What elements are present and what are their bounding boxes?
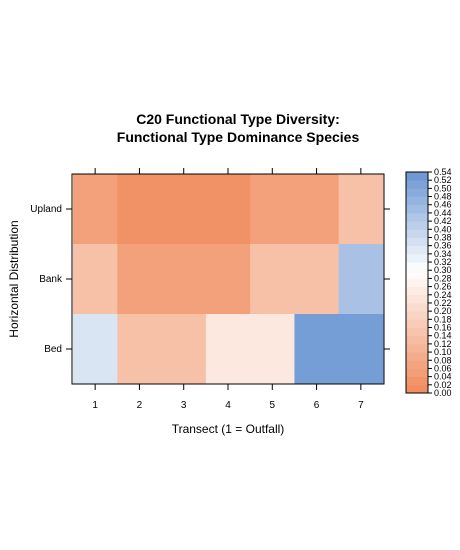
heatmap-cell-bank-1 <box>73 244 118 314</box>
colorbar-segment <box>406 278 428 287</box>
colorbar-segment <box>406 336 428 345</box>
heatmap-cell-bed-2 <box>117 314 162 384</box>
x-tick-label: 3 <box>181 400 187 411</box>
colorbar-segment <box>406 188 428 197</box>
colorbar-segment <box>406 205 428 214</box>
heatmap-cell-bed-7 <box>339 314 384 384</box>
colorbar-segment <box>406 377 428 386</box>
heatmap-cell-bank-3 <box>162 244 207 314</box>
x-tick-label: 4 <box>225 400 231 411</box>
x-tick-label: 5 <box>270 400 276 411</box>
heatmap-cell-upland-3 <box>162 174 207 244</box>
colorbar-segment <box>406 352 428 361</box>
heatmap-cells <box>73 174 383 384</box>
y-tick-label: Bed <box>44 344 62 355</box>
heatmap-cell-bank-4 <box>206 244 251 314</box>
chart-title-line-2: Functional Type Dominance Species <box>117 129 360 145</box>
heatmap-cell-bank-7 <box>339 244 384 314</box>
colorbar-segment <box>406 360 428 369</box>
colorbar-segment <box>406 385 428 394</box>
colorbar: 0.000.020.040.060.080.100.120.140.160.18… <box>406 167 452 398</box>
heatmap-cell-upland-7 <box>339 174 384 244</box>
x-axis-label: Transect (1 = Outfall) <box>172 422 285 436</box>
colorbar-segment <box>406 180 428 189</box>
heatmap-cell-bed-1 <box>73 314 118 384</box>
y-axis-label: Horizontal Distribution <box>7 220 21 337</box>
x-tick-label: 1 <box>92 400 98 411</box>
heatmap-cell-upland-1 <box>73 174 118 244</box>
colorbar-segment <box>406 197 428 206</box>
heatmap-cell-bank-6 <box>294 244 339 314</box>
y-tick-label: Upland <box>30 204 62 215</box>
colorbar-segment <box>406 344 428 353</box>
heatmap-cell-upland-5 <box>250 174 295 244</box>
heatmap-cell-bed-3 <box>162 314 207 384</box>
colorbar-segment <box>406 287 428 296</box>
heatmap-cell-bank-5 <box>250 244 295 314</box>
heatmap-cell-upland-4 <box>206 174 251 244</box>
colorbar-segment <box>406 221 428 230</box>
colorbar-segment <box>406 229 428 238</box>
colorbar-segment <box>406 172 428 181</box>
colorbar-segment <box>406 237 428 246</box>
colorbar-segment <box>406 254 428 263</box>
heatmap-cell-bed-5 <box>250 314 295 384</box>
y-tick-label: Bank <box>39 274 63 285</box>
colorbar-segment <box>406 319 428 328</box>
colorbar-segment <box>406 303 428 312</box>
colorbar-segment <box>406 368 428 377</box>
x-tick-label: 6 <box>314 400 320 411</box>
colorbar-segment <box>406 328 428 337</box>
colorbar-segment <box>406 270 428 279</box>
colorbar-segment <box>406 295 428 304</box>
colorbar-segment <box>406 262 428 271</box>
colorbar-segment <box>406 246 428 255</box>
heatmap-cell-bed-6 <box>294 314 339 384</box>
heatmap-cell-bank-2 <box>117 244 162 314</box>
x-tick-label: 7 <box>358 400 364 411</box>
colorbar-tick-label: 0.54 <box>434 167 452 177</box>
chart-title-line-1: C20 Functional Type Diversity: <box>136 111 340 127</box>
heatmap-cell-bed-4 <box>206 314 251 384</box>
x-tick-label: 2 <box>137 400 143 411</box>
colorbar-segment <box>406 213 428 222</box>
colorbar-segment <box>406 311 428 320</box>
heatmap-cell-upland-2 <box>117 174 162 244</box>
heatmap-cell-upland-6 <box>294 174 339 244</box>
